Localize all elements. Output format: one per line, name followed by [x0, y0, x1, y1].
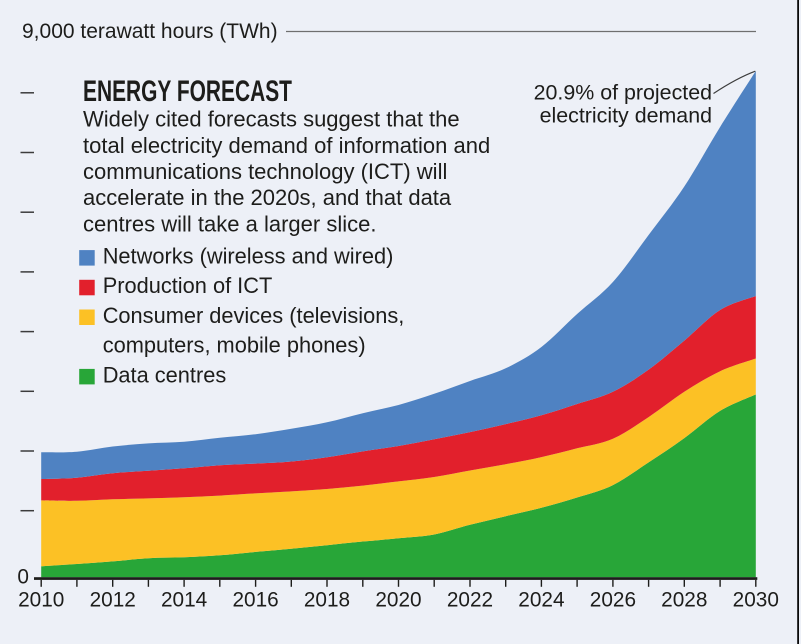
svg-text:Data centres: Data centres [103, 362, 227, 387]
svg-text:2026: 2026 [590, 588, 636, 611]
svg-text:total electricity demand of in: total electricity demand of information … [83, 133, 490, 158]
svg-text:9,000 terawatt hours (TWh): 9,000 terawatt hours (TWh) [22, 20, 278, 43]
svg-text:communications technology (ICT: communications technology (ICT) will [83, 159, 447, 184]
svg-text:2012: 2012 [90, 588, 136, 611]
svg-text:2016: 2016 [232, 588, 278, 611]
svg-text:Widely cited forecasts suggest: Widely cited forecasts suggest that the [83, 107, 460, 132]
svg-text:20.9% of projected: 20.9% of projected [534, 81, 712, 105]
svg-text:2028: 2028 [661, 588, 707, 611]
svg-text:accelerate in the 2020s, and t: accelerate in the 2020s, and that data [83, 185, 452, 210]
svg-text:2018: 2018 [304, 588, 350, 611]
svg-text:2022: 2022 [447, 588, 493, 611]
svg-text:Production of ICT: Production of ICT [103, 273, 273, 298]
svg-text:2030: 2030 [733, 588, 779, 611]
svg-text:2024: 2024 [518, 588, 564, 611]
svg-text:centres will take a larger sli: centres will take a larger slice. [83, 211, 376, 236]
svg-text:electricity demand: electricity demand [540, 103, 712, 127]
svg-text:Networks (wireless and wired): Networks (wireless and wired) [103, 244, 394, 269]
svg-text:computers, mobile phones): computers, mobile phones) [103, 333, 366, 358]
svg-text:ENERGY FORECAST: ENERGY FORECAST [83, 75, 292, 107]
svg-text:Consumer devices (televisions,: Consumer devices (televisions, [103, 303, 405, 328]
svg-text:2020: 2020 [375, 588, 421, 611]
svg-text:2014: 2014 [161, 588, 207, 611]
svg-text:0: 0 [17, 566, 29, 589]
svg-text:2010: 2010 [18, 588, 64, 611]
